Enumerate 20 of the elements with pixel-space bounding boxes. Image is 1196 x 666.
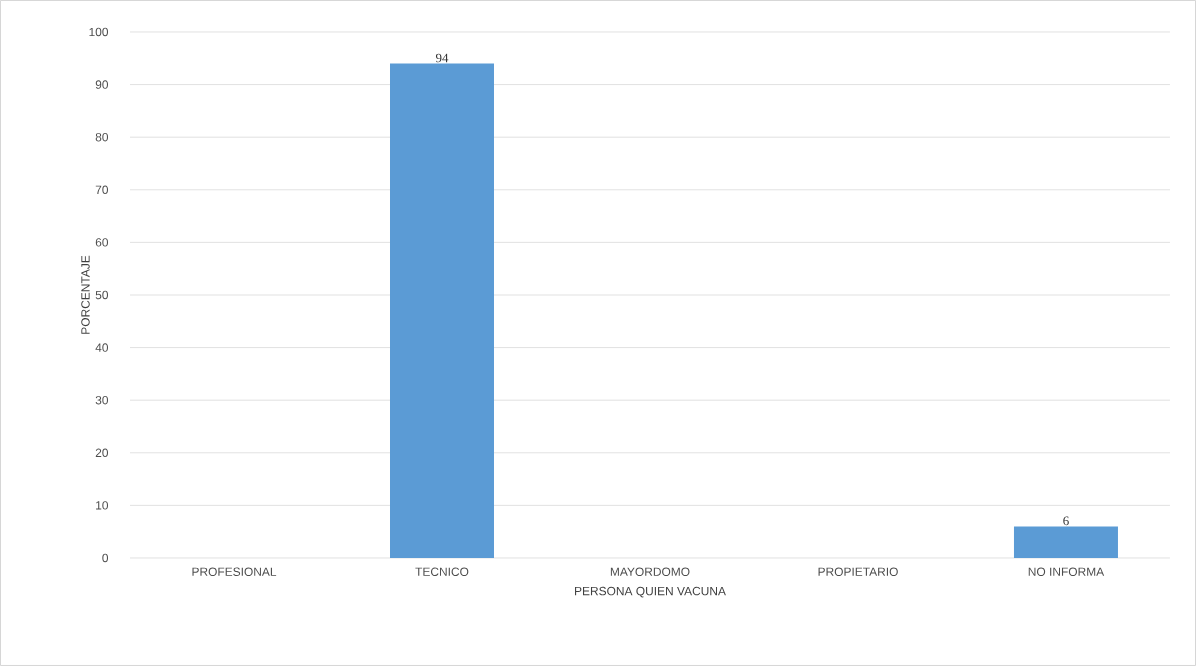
x-tick-label: TECNICO [415,567,469,576]
y-tick-label: 70 [95,185,109,195]
y-tick-label: 20 [95,448,109,458]
y-tick-label: 90 [95,80,109,89]
y-tick-label: 60 [95,238,109,247]
data-label: 6 [1063,516,1069,526]
y-tick-label: 30 [95,395,109,405]
y-tick-label: 10 [96,501,109,510]
y-tick-label: 80 [95,132,109,142]
y-tick-label: 50 [95,290,109,300]
x-tick-label: NO INFORMA [1028,567,1105,576]
x-tick-label: MAYORDOMO [610,567,690,576]
x-tick-label: PROPIETARIO [818,567,898,576]
y-axis-title: PORCENTAJE [81,255,90,334]
x-tick-label: PROFESIONAL [192,567,277,576]
x-axis-title: PERSONA QUIEN VACUNA [575,586,726,598]
y-tick-label: 100 [89,27,109,37]
y-tick-label: 40 [95,343,109,352]
y-tick-label: 0 [102,553,109,563]
data-label: 94 [435,53,449,63]
